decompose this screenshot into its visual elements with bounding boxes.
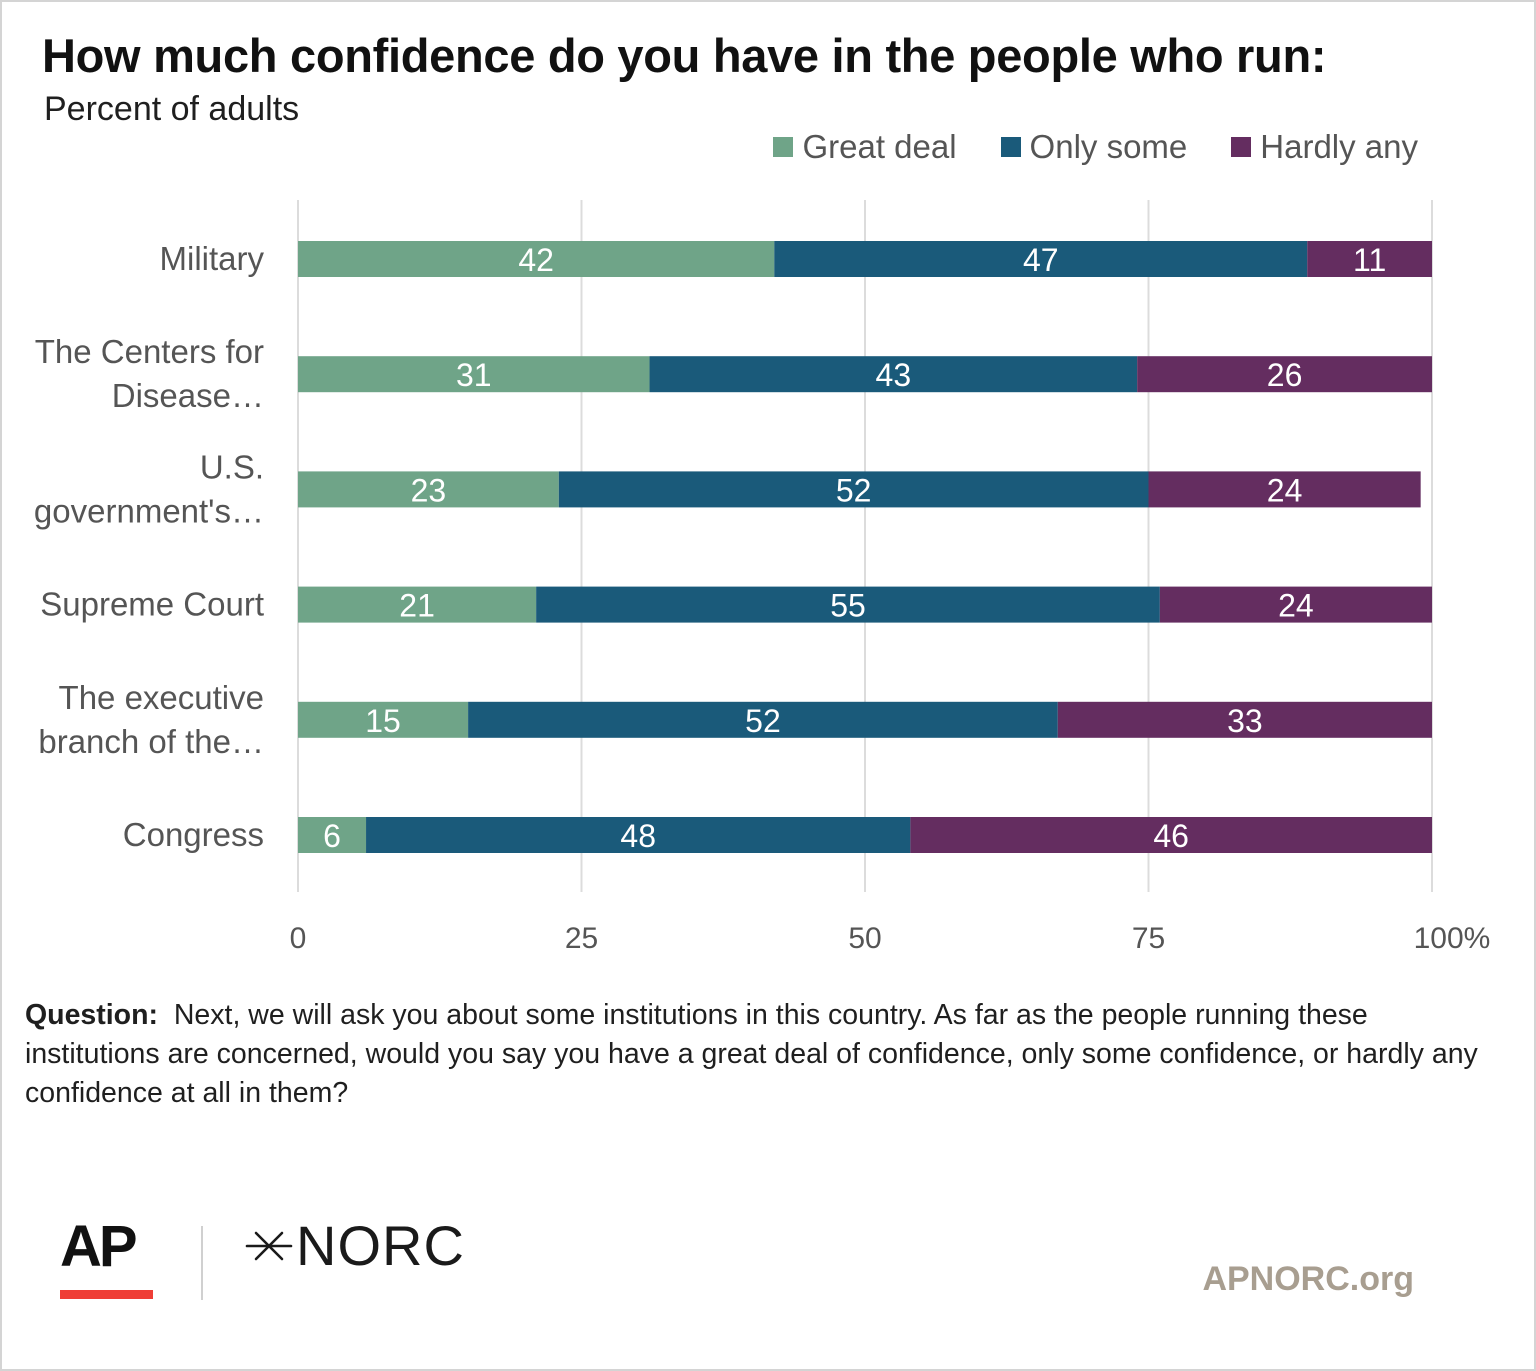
bar-only-some [366, 817, 911, 853]
norc-logo-text: NORC [296, 1214, 465, 1277]
data-label-only-some: 52 [836, 472, 872, 508]
bar-hardly-any [910, 817, 1432, 853]
chart-subtitle: Percent of adults [44, 90, 300, 128]
legend-item-only-some: Only some [1000, 128, 1188, 166]
bar-great-deal [298, 241, 775, 277]
bar-only-some [536, 586, 1160, 623]
data-label-only-some: 52 [745, 703, 781, 739]
legend: Great deal Only some Hardly any [773, 128, 1418, 166]
category-label: The executive branch of the… [38, 679, 264, 760]
legend-label-great-deal: Great deal [802, 128, 957, 165]
bar-only-some [649, 356, 1138, 393]
legend-label-hardly-any: Hardly any [1260, 128, 1418, 165]
data-label-hardly-any: 26 [1267, 357, 1303, 393]
legend-item-great-deal: Great deal [773, 128, 957, 166]
bar-only-some [774, 241, 1308, 277]
bar-hardly-any [1057, 701, 1432, 738]
category-label: Congress [123, 816, 264, 853]
category-label-line: U.S. [200, 448, 264, 485]
data-label-great-deal: 21 [399, 588, 435, 624]
bar-hardly-any [1159, 586, 1432, 623]
bar-great-deal [298, 817, 367, 853]
category-label-line: branch of the… [38, 723, 264, 760]
bar-only-some [558, 471, 1149, 508]
category-label: The Centers for Disease… [35, 333, 264, 414]
chart-title: How much confidence do you have in the p… [42, 29, 1327, 82]
category-label: Military [160, 240, 265, 277]
category-label: U.S. government's… [34, 448, 264, 529]
bar-great-deal [298, 471, 559, 508]
category-label-line: Congress [123, 816, 264, 853]
category-label-line: Military [160, 240, 265, 277]
data-label-only-some: 48 [620, 818, 656, 854]
bar-hardly-any [1148, 471, 1421, 508]
category-label-line: Supreme Court [40, 586, 264, 623]
norc-star-icon [245, 1231, 293, 1261]
x-tick-label: 0 [290, 922, 307, 955]
legend-swatch-only-some [1000, 137, 1021, 157]
data-label-hardly-any: 46 [1153, 818, 1189, 854]
question-label: Question: [25, 999, 158, 1031]
x-tick-label: 100% [1414, 922, 1491, 955]
question-text: Next, we will ask you about some institu… [25, 999, 1478, 1109]
ap-logo-underline [60, 1290, 153, 1299]
category-label: Supreme Court [40, 586, 264, 623]
bar-only-some [468, 701, 1058, 738]
logo-divider [201, 1226, 203, 1300]
legend-swatch-great-deal [773, 137, 794, 157]
x-tick-label: 75 [1132, 922, 1165, 955]
category-label-line: Disease… [112, 377, 264, 414]
norc-logo: NORC [244, 1218, 465, 1274]
site-link[interactable]: APNORC.org [1202, 1260, 1414, 1298]
category-label-line: The Centers for [35, 333, 264, 370]
category-label-line: government's… [34, 492, 264, 529]
x-tick-label: 50 [848, 922, 881, 955]
data-label-great-deal: 42 [518, 242, 554, 278]
ap-logo: AP [60, 1214, 138, 1279]
data-label-hardly-any: 24 [1267, 472, 1303, 508]
data-label-great-deal: 31 [456, 357, 492, 393]
category-label-line: The executive [59, 679, 264, 716]
data-label-great-deal: 15 [365, 703, 401, 739]
stacked-bar-chart: 0 25 50 75 100% Military 42 47 11 The Centers for… [34, 200, 1491, 955]
data-label-hardly-any: 24 [1278, 588, 1314, 624]
data-label-only-some: 43 [876, 357, 912, 393]
legend-item-hardly-any: Hardly any [1231, 128, 1418, 166]
bar-great-deal [298, 586, 537, 623]
question-note: Question: Next, we will ask you about so… [25, 996, 1495, 1113]
bar-hardly-any [1137, 356, 1432, 393]
legend-swatch-hardly-any [1231, 137, 1252, 157]
legend-label-only-some: Only some [1029, 128, 1188, 165]
data-label-great-deal: 23 [411, 472, 447, 508]
data-label-only-some: 55 [830, 588, 866, 624]
bar-hardly-any [1307, 241, 1432, 277]
x-tick-label: 25 [565, 922, 598, 955]
bar-great-deal [298, 356, 650, 393]
data-label-great-deal: 6 [323, 818, 341, 854]
bar-great-deal [298, 701, 469, 738]
data-label-only-some: 47 [1023, 242, 1059, 278]
data-label-hardly-any: 11 [1353, 242, 1386, 278]
data-label-hardly-any: 33 [1227, 703, 1263, 739]
